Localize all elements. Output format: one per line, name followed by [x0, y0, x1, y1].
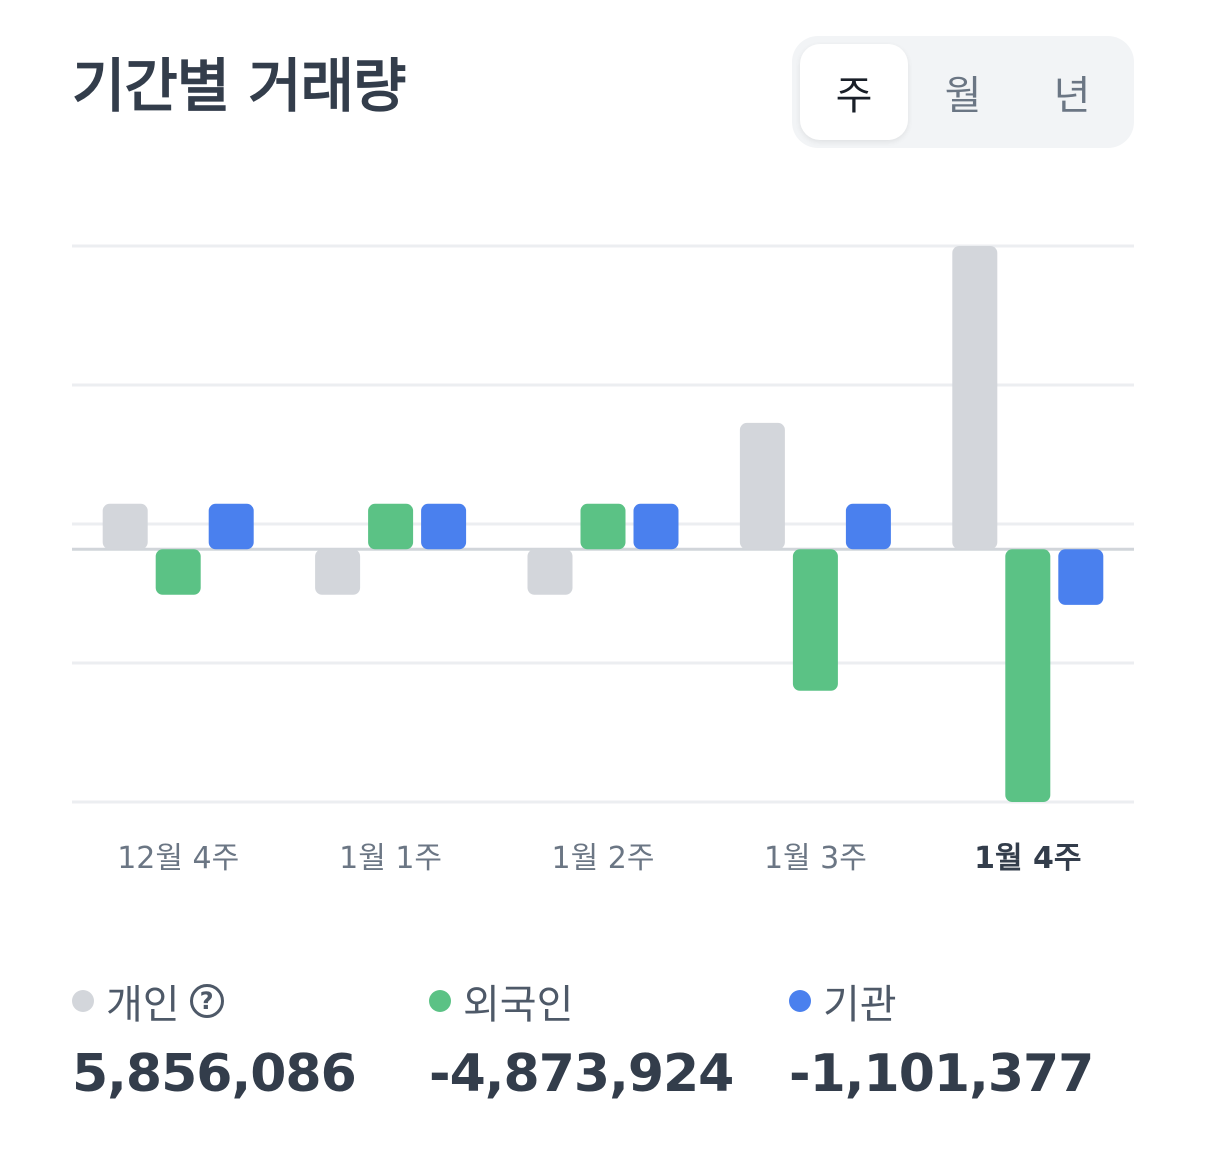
tab-year[interactable]: 년: [1053, 73, 1091, 119]
bar-individual-1: [315, 549, 361, 595]
x-tick-label: 1월 1주: [339, 841, 442, 876]
help-icon[interactable]: ?: [189, 984, 224, 1018]
legend-institution: 기관 -1,101,377: [789, 976, 1094, 1106]
legend-label-institution: 기관: [823, 982, 897, 1028]
foreign-dot-icon: [429, 990, 451, 1012]
tab-month[interactable]: 월: [944, 73, 982, 119]
legend-value-individual: 5,856,086: [72, 1044, 357, 1104]
bar-foreign-4: [1005, 549, 1051, 802]
tab-week[interactable]: 주: [800, 44, 908, 140]
x-tick-label: 1월 2주: [552, 841, 655, 876]
legend-label-individual: 개인: [106, 982, 180, 1028]
bar-foreign-3: [792, 549, 838, 691]
legend-value-foreign: -4,873,924: [429, 1044, 734, 1104]
x-tick-label: 12월 4주: [117, 841, 239, 876]
period-segmented-control: 주 월 년: [792, 36, 1134, 148]
x-tick-label: 1월 3주: [764, 841, 867, 876]
legend-label-foreign: 외국인: [463, 982, 574, 1028]
bar-foreign-1: [368, 503, 414, 550]
legend-individual: 개인 ? 5,856,086: [72, 976, 357, 1106]
page-title: 기간별 거래량: [72, 52, 406, 120]
bar-foreign-2: [580, 503, 626, 550]
bar-institution-2: [633, 503, 679, 550]
individual-dot-icon: [72, 990, 94, 1012]
bar-institution-3: [845, 503, 891, 550]
bar-individual-4: [952, 246, 998, 550]
bar-individual-3: [739, 422, 785, 550]
legend-value-institution: -1,101,377: [789, 1044, 1094, 1104]
bar-institution-0: [208, 503, 254, 550]
bar-foreign-0: [155, 549, 201, 595]
x-tick-label: 1월 4주: [974, 841, 1081, 876]
bar-institution-1: [421, 503, 467, 550]
institution-dot-icon: [789, 990, 811, 1012]
legend-foreign: 외국인 -4,873,924: [429, 976, 734, 1106]
bar-institution-4: [1058, 549, 1104, 605]
bar-individual-0: [102, 503, 148, 550]
bar-individual-2: [527, 549, 573, 595]
volume-bar-chart: 12월 4주 1월 1주 1월 2주 1월 3주 1월 4주: [72, 244, 1134, 876]
